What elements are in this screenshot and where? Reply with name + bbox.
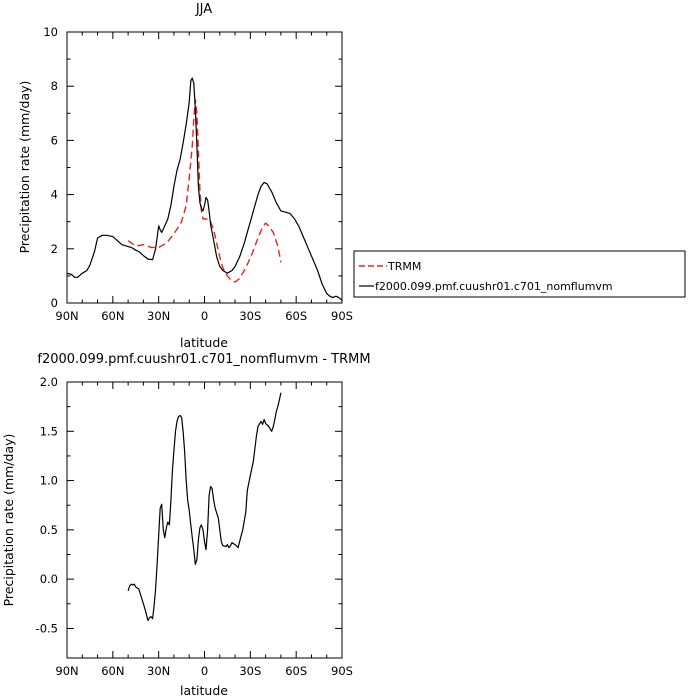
legend-box — [353, 250, 686, 298]
y-tick-label: 2 — [51, 242, 58, 256]
top-y-axis-label: Precipitation rate (mm/day) — [17, 81, 32, 254]
legend-label-trmm: TRMM — [387, 260, 421, 273]
x-tick-label: 90N — [55, 309, 78, 323]
series-line-1-0 — [127, 392, 282, 622]
series-line-0-0 — [127, 99, 282, 283]
top-chart-title: JJA — [195, 2, 212, 17]
legend: TRMM f2000.099.pmf.cuushr01.c701_nomflum… — [353, 250, 686, 298]
legend-label-model: f2000.099.pmf.cuushr01.c701_nomflumvm — [375, 280, 613, 293]
plot-frame — [66, 31, 343, 304]
x-tick-label: 30S — [239, 309, 261, 323]
top-x-axis-label: latitude — [180, 335, 228, 350]
y-tick-label: 1.0 — [40, 474, 58, 488]
y-tick-label: 0.5 — [40, 523, 58, 537]
x-tick-label: 30S — [239, 664, 261, 678]
bottom-chart-title: f2000.099.pmf.cuushr01.c701_nomflumvm - … — [37, 352, 370, 367]
y-tick-label: 0.0 — [40, 572, 58, 586]
x-tick-label: 30N — [147, 664, 170, 678]
x-tick-label: 0 — [201, 309, 208, 323]
bottom-chart: f2000.099.pmf.cuushr01.c701_nomflumvm - … — [1, 352, 371, 698]
x-tick-label: 0 — [201, 664, 208, 678]
y-tick-label: 6 — [51, 133, 58, 147]
x-tick-label: 60S — [285, 309, 307, 323]
bottom-x-axis-label: latitude — [180, 683, 228, 698]
y-tick-label: -0.5 — [36, 621, 58, 635]
top-plot-area: 90N 60N 30N 0 30S 60S 90S 0 2 4 6 8 10 — [43, 25, 353, 323]
bottom-y-axis-label: Precipitation rate (mm/day) — [1, 434, 16, 607]
x-tick-label: 30N — [147, 309, 170, 323]
y-tick-label: 2.0 — [40, 375, 58, 389]
x-tick-label: 60N — [101, 309, 124, 323]
series-line-0-1 — [66, 77, 343, 301]
y-tick-label: 8 — [51, 79, 58, 93]
x-tick-label: 90S — [331, 664, 353, 678]
plot-frame — [66, 381, 343, 659]
x-tick-label: 90N — [55, 664, 78, 678]
x-tick-label: 90S — [331, 309, 353, 323]
y-tick-label: 4 — [51, 188, 58, 202]
bottom-plot-area: 90N 60N 30N 0 30S 60S 90S -0.5 0.0 0.5 1.0 1.5 2.0 — [36, 375, 353, 678]
x-tick-label: 60N — [101, 664, 124, 678]
y-tick-label: 10 — [43, 25, 58, 39]
x-tick-label: 60S — [285, 664, 307, 678]
y-tick-label: 0 — [51, 296, 58, 310]
y-tick-label: 1.5 — [40, 424, 58, 438]
